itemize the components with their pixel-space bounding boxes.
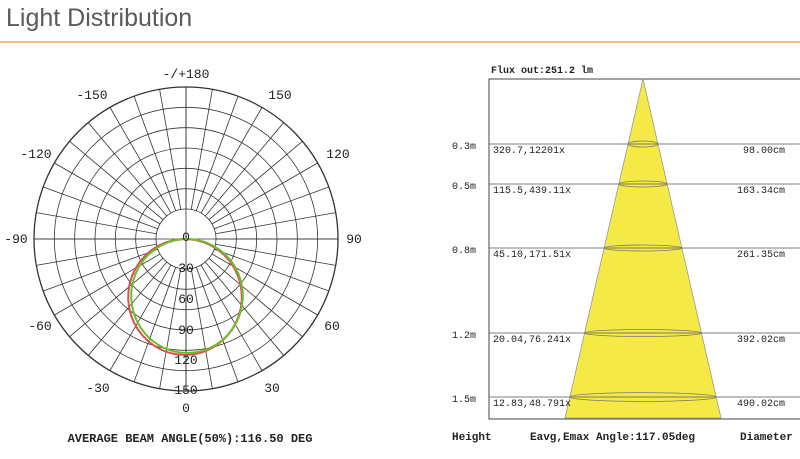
cone-ellipse [627, 140, 659, 148]
cone-height-label: Height [452, 432, 492, 444]
cone-frame [488, 78, 800, 420]
cone-row-height: 0.3m [452, 142, 476, 153]
polar-curve-c90-c270 [130, 237, 244, 354]
polar-angle-label: 0 [182, 401, 190, 416]
polar-angle-label: -30 [86, 381, 109, 396]
polar-spoke [109, 107, 172, 214]
polar-spoke [208, 257, 303, 338]
title-divider [0, 41, 800, 43]
polar-angle-label: -/+180 [163, 67, 210, 82]
polar-angle-label: -90 [4, 232, 27, 247]
cone-row-values: 12.83,48.791x [493, 399, 571, 410]
polar-spoke [190, 268, 213, 389]
light-cone [564, 78, 722, 419]
polar-angle-label: 150 [268, 88, 291, 103]
polar-spoke [69, 140, 164, 221]
cone-row-diameter: 261.35cm [737, 250, 785, 261]
polar-spoke [195, 267, 239, 382]
cone-eavg-label: Eavg,Emax Angle:117.05deg [530, 432, 695, 444]
polar-spoke [36, 212, 157, 235]
polar-spoke [214, 186, 329, 230]
polar-spoke [54, 162, 161, 225]
polar-spoke [204, 122, 285, 217]
cone-ellipse [603, 244, 683, 252]
polar-spoke [211, 162, 318, 225]
polar-spoke [109, 264, 172, 371]
polar-angle-label: 30 [264, 381, 280, 396]
polar-spoke [133, 267, 177, 382]
polar-spoke [190, 89, 213, 210]
polar-radial-label: 0 [182, 230, 190, 245]
polar-radial-labels: 0 30 60 90 120 150 [174, 230, 197, 398]
polar-grid [33, 86, 339, 392]
polar-spoke [204, 261, 285, 356]
polar-spoke [43, 186, 158, 230]
polar-spoke [36, 243, 157, 266]
polar-radial-label: 90 [178, 323, 194, 338]
polar-spoke [195, 96, 239, 211]
cone-body [564, 78, 722, 419]
beam-angle-caption: AVERAGE BEAM ANGLE(50%):116.50 DEG [68, 432, 313, 446]
polar-spoke [159, 89, 182, 210]
polar-spoke [69, 257, 164, 338]
polar-spoke [43, 248, 158, 292]
polar-spoke [208, 140, 303, 221]
polar-spoke [211, 253, 318, 316]
cone-row-height: 0.5m [452, 182, 476, 193]
polar-angle-label: -120 [20, 147, 51, 162]
polar-spoke [54, 253, 161, 316]
cone-row-diameter: 490.02cm [737, 399, 785, 410]
cone-row-height: 0.8m [452, 246, 476, 257]
polar-spoke [200, 107, 263, 214]
cone-ellipse [618, 180, 668, 188]
polar-angle-label: -150 [76, 88, 107, 103]
cone-row-values: 45.10,171.51x [493, 250, 571, 261]
polar-spoke [200, 264, 263, 371]
polar-spoke [215, 243, 336, 266]
polar-radial-label: 150 [174, 383, 197, 398]
polar-angle-label: 60 [324, 319, 340, 334]
cone-rows: 0.3m 320.7,12201x 98.00cm 0.5m 115.5,439.11x… [452, 140, 800, 410]
polar-radial-label: 120 [174, 353, 197, 368]
polar-angle-label: 120 [326, 147, 349, 162]
cone-ellipse [584, 329, 702, 337]
page-title: Light Distribution [6, 4, 193, 32]
polar-angle-label: 90 [346, 232, 362, 247]
cone-row-values: 320.7,12201x [493, 146, 565, 157]
polar-spoke [159, 268, 182, 389]
cone-row-diameter: 163.34cm [737, 186, 785, 197]
polar-spoke [133, 96, 177, 211]
flux-label: Flux out:251.2 lm [491, 65, 593, 77]
polar-spoke [87, 261, 168, 356]
cone-row-diameter: 392.02cm [737, 335, 785, 346]
cone-row-height: 1.2m [452, 331, 476, 342]
polar-curves [127, 237, 244, 356]
polar-spoke [214, 248, 329, 292]
polar-radial-label: 30 [178, 261, 194, 276]
polar-radial-label: 60 [178, 292, 194, 307]
polar-angle-label: -60 [28, 319, 51, 334]
polar-spoke [215, 212, 336, 235]
cone-row-values: 115.5,439.11x [493, 186, 571, 197]
cone-row-values: 20.04,76.241x [493, 335, 571, 346]
cone-row-diameter: 98.00cm [743, 146, 785, 157]
polar-spoke [87, 122, 168, 217]
cone-ellipse [569, 392, 717, 402]
cone-diameter-label: Diameter [740, 432, 793, 444]
cone-row-height: 1.5m [452, 395, 476, 406]
polar-angle-labels: -/+180 150 120 90 60 30 0 -30 -60 -90 -120 -150 [4, 67, 362, 416]
